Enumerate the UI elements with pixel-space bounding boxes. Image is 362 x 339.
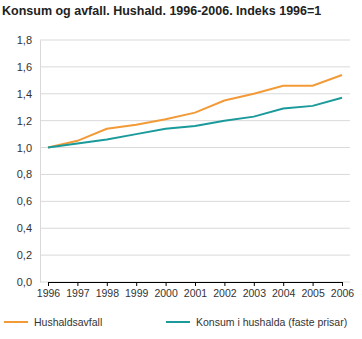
x-tick-mark (195, 282, 196, 286)
legend: Hushaldsavfall Konsum i hushalda (faste p… (4, 316, 347, 328)
y-tick-label: 0,4 (17, 222, 32, 234)
grid-line (40, 228, 350, 229)
legend-label: Hushaldsavfall (34, 316, 102, 328)
x-tick-label: 1997 (66, 287, 90, 299)
grid-line (40, 201, 350, 202)
legend-item: Konsum i hushalda (faste prisar) (166, 316, 347, 328)
y-tick: 1,4 (17, 88, 40, 100)
x-tick: 2004 (272, 282, 296, 299)
x-tick-label: 2004 (272, 287, 296, 299)
y-tick: 0,6 (17, 195, 40, 207)
y-tick-label: 1,0 (17, 142, 32, 154)
y-axis: 0,0 0,2 0,4 0,6 0,8 1,0 1,2 1,4 1,6 1,8 (17, 34, 41, 288)
y-tick: 1,8 (17, 34, 40, 46)
x-tick-label: 2003 (243, 287, 267, 299)
grid-line (40, 174, 350, 175)
y-tick: 0,0 (17, 276, 40, 288)
y-tick: 1,6 (17, 61, 40, 73)
y-tick-label: 0,6 (17, 195, 32, 207)
grid-line (40, 66, 350, 67)
x-tick: 2005 (301, 282, 325, 299)
x-tick: 1997 (66, 282, 90, 299)
plot: 0,00,20,40,60,81,01,21,41,61,81996199719… (17, 34, 355, 299)
legend-item: Hushaldsavfall (4, 316, 102, 328)
x-tick: 1999 (125, 282, 149, 299)
lines (48, 75, 342, 148)
x-tick-mark (107, 282, 108, 286)
x-tick-mark (342, 282, 343, 286)
x-axis: 1996 1997 1998 1999 2000 2001 2002 2003 2004 2005… (37, 282, 355, 299)
x-tick: 2003 (243, 282, 267, 299)
grid-line (40, 120, 350, 121)
x-tick-mark (313, 282, 314, 286)
y-tick: 0,4 (17, 222, 40, 234)
y-tick-label: 0,8 (17, 168, 32, 180)
y-tick: 0,8 (17, 168, 40, 180)
x-tick: 1996 (37, 282, 61, 299)
x-tick-label: 2000 (154, 287, 178, 299)
x-tick: 2001 (184, 282, 208, 299)
title: Konsum og avfall. Hushald. 1996-2006. In… (2, 4, 321, 18)
x-tick-label: 2005 (301, 287, 325, 299)
series-line (48, 98, 342, 148)
x-tick-label: 2002 (213, 287, 237, 299)
x-tick-mark (48, 282, 49, 286)
y-axis-line (40, 41, 41, 283)
x-tick-label: 2006 (331, 287, 355, 299)
x-tick-label: 1998 (96, 287, 120, 299)
x-tick: 1998 (96, 282, 120, 299)
y-tick: 1,0 (17, 142, 40, 154)
grid (40, 40, 350, 282)
y-tick-label: 1,6 (17, 61, 32, 73)
x-tick: 2002 (213, 282, 237, 299)
x-tick-label: 1996 (37, 287, 61, 299)
series-line (48, 75, 342, 148)
y-tick-label: 0,2 (17, 249, 32, 261)
x-tick-mark (224, 282, 225, 286)
x-tick-mark (166, 282, 167, 286)
chart: Konsum og avfall. Hushald. 1996-2006. In… (0, 0, 362, 339)
x-tick: 2006 (331, 282, 355, 299)
y-tick-label: 1,2 (17, 115, 32, 127)
legend-label: Konsum i hushalda (faste prisar) (196, 316, 347, 328)
grid-line (40, 147, 350, 148)
y-tick-label: 1,8 (17, 34, 32, 46)
x-tick-mark (254, 282, 255, 286)
x-tick-mark (283, 282, 284, 286)
y-tick-label: 1,4 (17, 88, 32, 100)
grid-line (40, 40, 350, 41)
legend-swatch (4, 321, 28, 323)
grid-line (40, 93, 350, 94)
y-tick: 0,2 (17, 249, 40, 261)
x-tick-mark (136, 282, 137, 286)
legend-swatch (166, 321, 190, 323)
x-tick-label: 1999 (125, 287, 149, 299)
y-tick-label: 0,0 (17, 276, 32, 288)
y-tick: 1,2 (17, 115, 40, 127)
grid-line (40, 255, 350, 256)
x-tick: 2000 (154, 282, 178, 299)
x-tick-label: 2001 (184, 287, 208, 299)
x-tick-mark (77, 282, 78, 286)
